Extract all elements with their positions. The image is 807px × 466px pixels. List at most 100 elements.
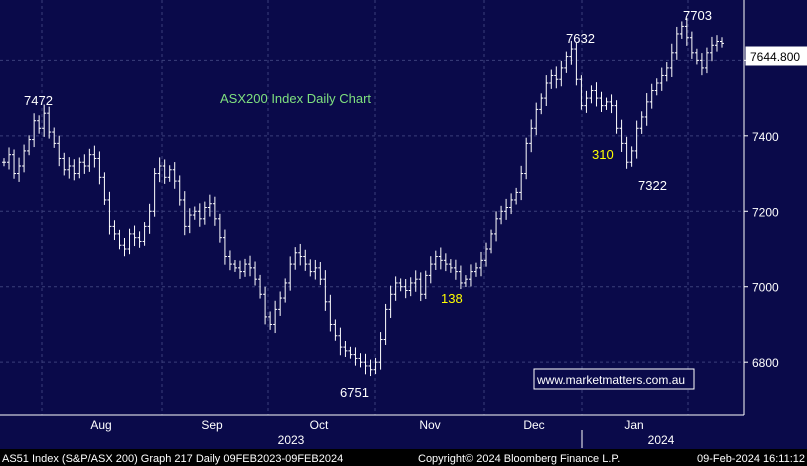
- annotation-138: 138: [441, 291, 463, 306]
- ohlc-bar: [453, 259, 458, 280]
- ohlc-bar: [212, 196, 217, 226]
- ohlc-bar: [172, 162, 177, 189]
- ohlc-bar: [398, 278, 403, 292]
- ohlc-bar: [177, 175, 182, 206]
- ohlc-bar: [162, 159, 167, 184]
- ohlc-bar: [32, 113, 37, 148]
- ohlc-bar: [514, 187, 519, 205]
- ohlc-bar: [408, 277, 413, 297]
- ohlc-bar: [47, 106, 52, 139]
- ohlc-bar: [57, 135, 62, 167]
- y-tick-label-7400: 7400: [752, 130, 779, 144]
- ohlc-bar: [132, 225, 137, 247]
- ohlc-bar: [519, 165, 524, 201]
- ohlc-bar: [2, 158, 6, 167]
- ohlc-bar: [62, 152, 67, 176]
- ohlc-bar: [579, 75, 584, 110]
- ohlc-bar: [298, 243, 303, 266]
- ohlc-bar: [544, 75, 549, 107]
- watermark-text[interactable]: www.marketmatters.com.au: [536, 373, 685, 387]
- last-price-box: 7644.800: [745, 46, 807, 66]
- ohlc-bar: [308, 259, 313, 277]
- ohlc-bar: [534, 102, 539, 136]
- ohlc-bar: [227, 250, 232, 271]
- ohlc-bar: [499, 205, 504, 225]
- annotation-7703: 7703: [683, 8, 712, 23]
- ohlc-bar: [448, 259, 453, 273]
- ohlc-bar: [283, 278, 288, 303]
- x-month-label-aug: Aug: [90, 418, 111, 432]
- x-month-label-sep: Sep: [201, 418, 223, 432]
- ohlc-bar: [288, 256, 293, 291]
- ohlc-bar: [484, 242, 489, 267]
- x-year-label-2024: 2024: [648, 433, 675, 447]
- footer-bar: AS51 Index (S&P/ASX 200) Graph 217 Daily…: [0, 449, 807, 466]
- ohlc-bar: [197, 203, 202, 227]
- y-axis-ticks: 68007000720074007600: [744, 54, 779, 370]
- y-tick-label-7200: 7200: [752, 205, 779, 219]
- x-month-label-nov: Nov: [419, 418, 440, 432]
- ohlc-bar: [629, 146, 634, 167]
- ohlc-bar: [67, 157, 72, 179]
- ohlc-bar: [37, 115, 42, 134]
- ohlc-bar: [509, 193, 514, 215]
- ohlc-bar: [253, 261, 258, 286]
- ohlc-bar: [569, 40, 574, 65]
- ohlc-bar: [549, 69, 554, 89]
- ohlc-bar: [112, 220, 117, 241]
- ohlc-bar: [468, 264, 473, 287]
- ohlc-bar: [363, 353, 368, 375]
- ohlc-bar: [463, 275, 468, 288]
- annotation-7472: 7472: [24, 93, 53, 108]
- ohlc-bar: [458, 265, 463, 290]
- ohlc-bar: [77, 157, 82, 179]
- ohlc-bar: [187, 208, 192, 234]
- ohlc-bar: [438, 247, 443, 270]
- ohlc-bar: [524, 137, 529, 180]
- y-tick-label-6800: 6800: [752, 356, 779, 370]
- ohlc-bar: [338, 327, 343, 356]
- ohlc-bar: [489, 229, 494, 254]
- ohlc-bar: [222, 229, 227, 265]
- price-bars: [2, 18, 724, 377]
- ohlc-bar: [137, 231, 142, 248]
- ohlc-bar: [720, 37, 724, 48]
- ohlc-bar: [278, 291, 283, 316]
- annotation-7632: 7632: [566, 31, 595, 46]
- ohlc-bar: [664, 62, 669, 82]
- ohlc-bar: [27, 135, 32, 156]
- ohlc-bar: [614, 100, 619, 134]
- ohlc-bar: [554, 66, 559, 89]
- ohlc-bar: [418, 272, 423, 302]
- ohlc-bar: [82, 154, 87, 174]
- ohlc-bar: [263, 286, 268, 325]
- ohlc-bar: [232, 260, 237, 272]
- ohlc-bar: [117, 229, 122, 250]
- footer-copyright: Copyright© 2024 Bloomberg Finance L.P.: [418, 453, 620, 465]
- ohlc-bar: [52, 127, 57, 148]
- ohlc-bar: [303, 249, 308, 271]
- ohlc-bar: [383, 303, 388, 345]
- ohlc-bar: [7, 147, 12, 170]
- x-month-label-dec: Dec: [523, 418, 544, 432]
- ohlc-bar: [268, 311, 273, 330]
- ohlc-bar: [207, 194, 212, 217]
- ohlc-bar: [17, 157, 22, 182]
- ohlc-bar: [323, 270, 328, 311]
- ohlc-bar: [494, 211, 499, 242]
- ohlc-bar: [127, 228, 132, 255]
- annotation-7322: 7322: [638, 178, 667, 193]
- ohlc-bar: [504, 198, 509, 220]
- ohlc-bar: [624, 136, 629, 169]
- ohlc-bar: [152, 168, 157, 217]
- ohlc-bar: [584, 90, 589, 113]
- ohlc-bar: [353, 347, 358, 366]
- ohlc-bar: [659, 67, 664, 91]
- ohlc-bar: [157, 157, 162, 183]
- footer-timestamp: 09-Feb-2024 16:11:12: [697, 453, 805, 465]
- grid: [0, 0, 744, 415]
- ohlc-bar: [388, 285, 393, 318]
- ohlc-bar: [423, 270, 428, 300]
